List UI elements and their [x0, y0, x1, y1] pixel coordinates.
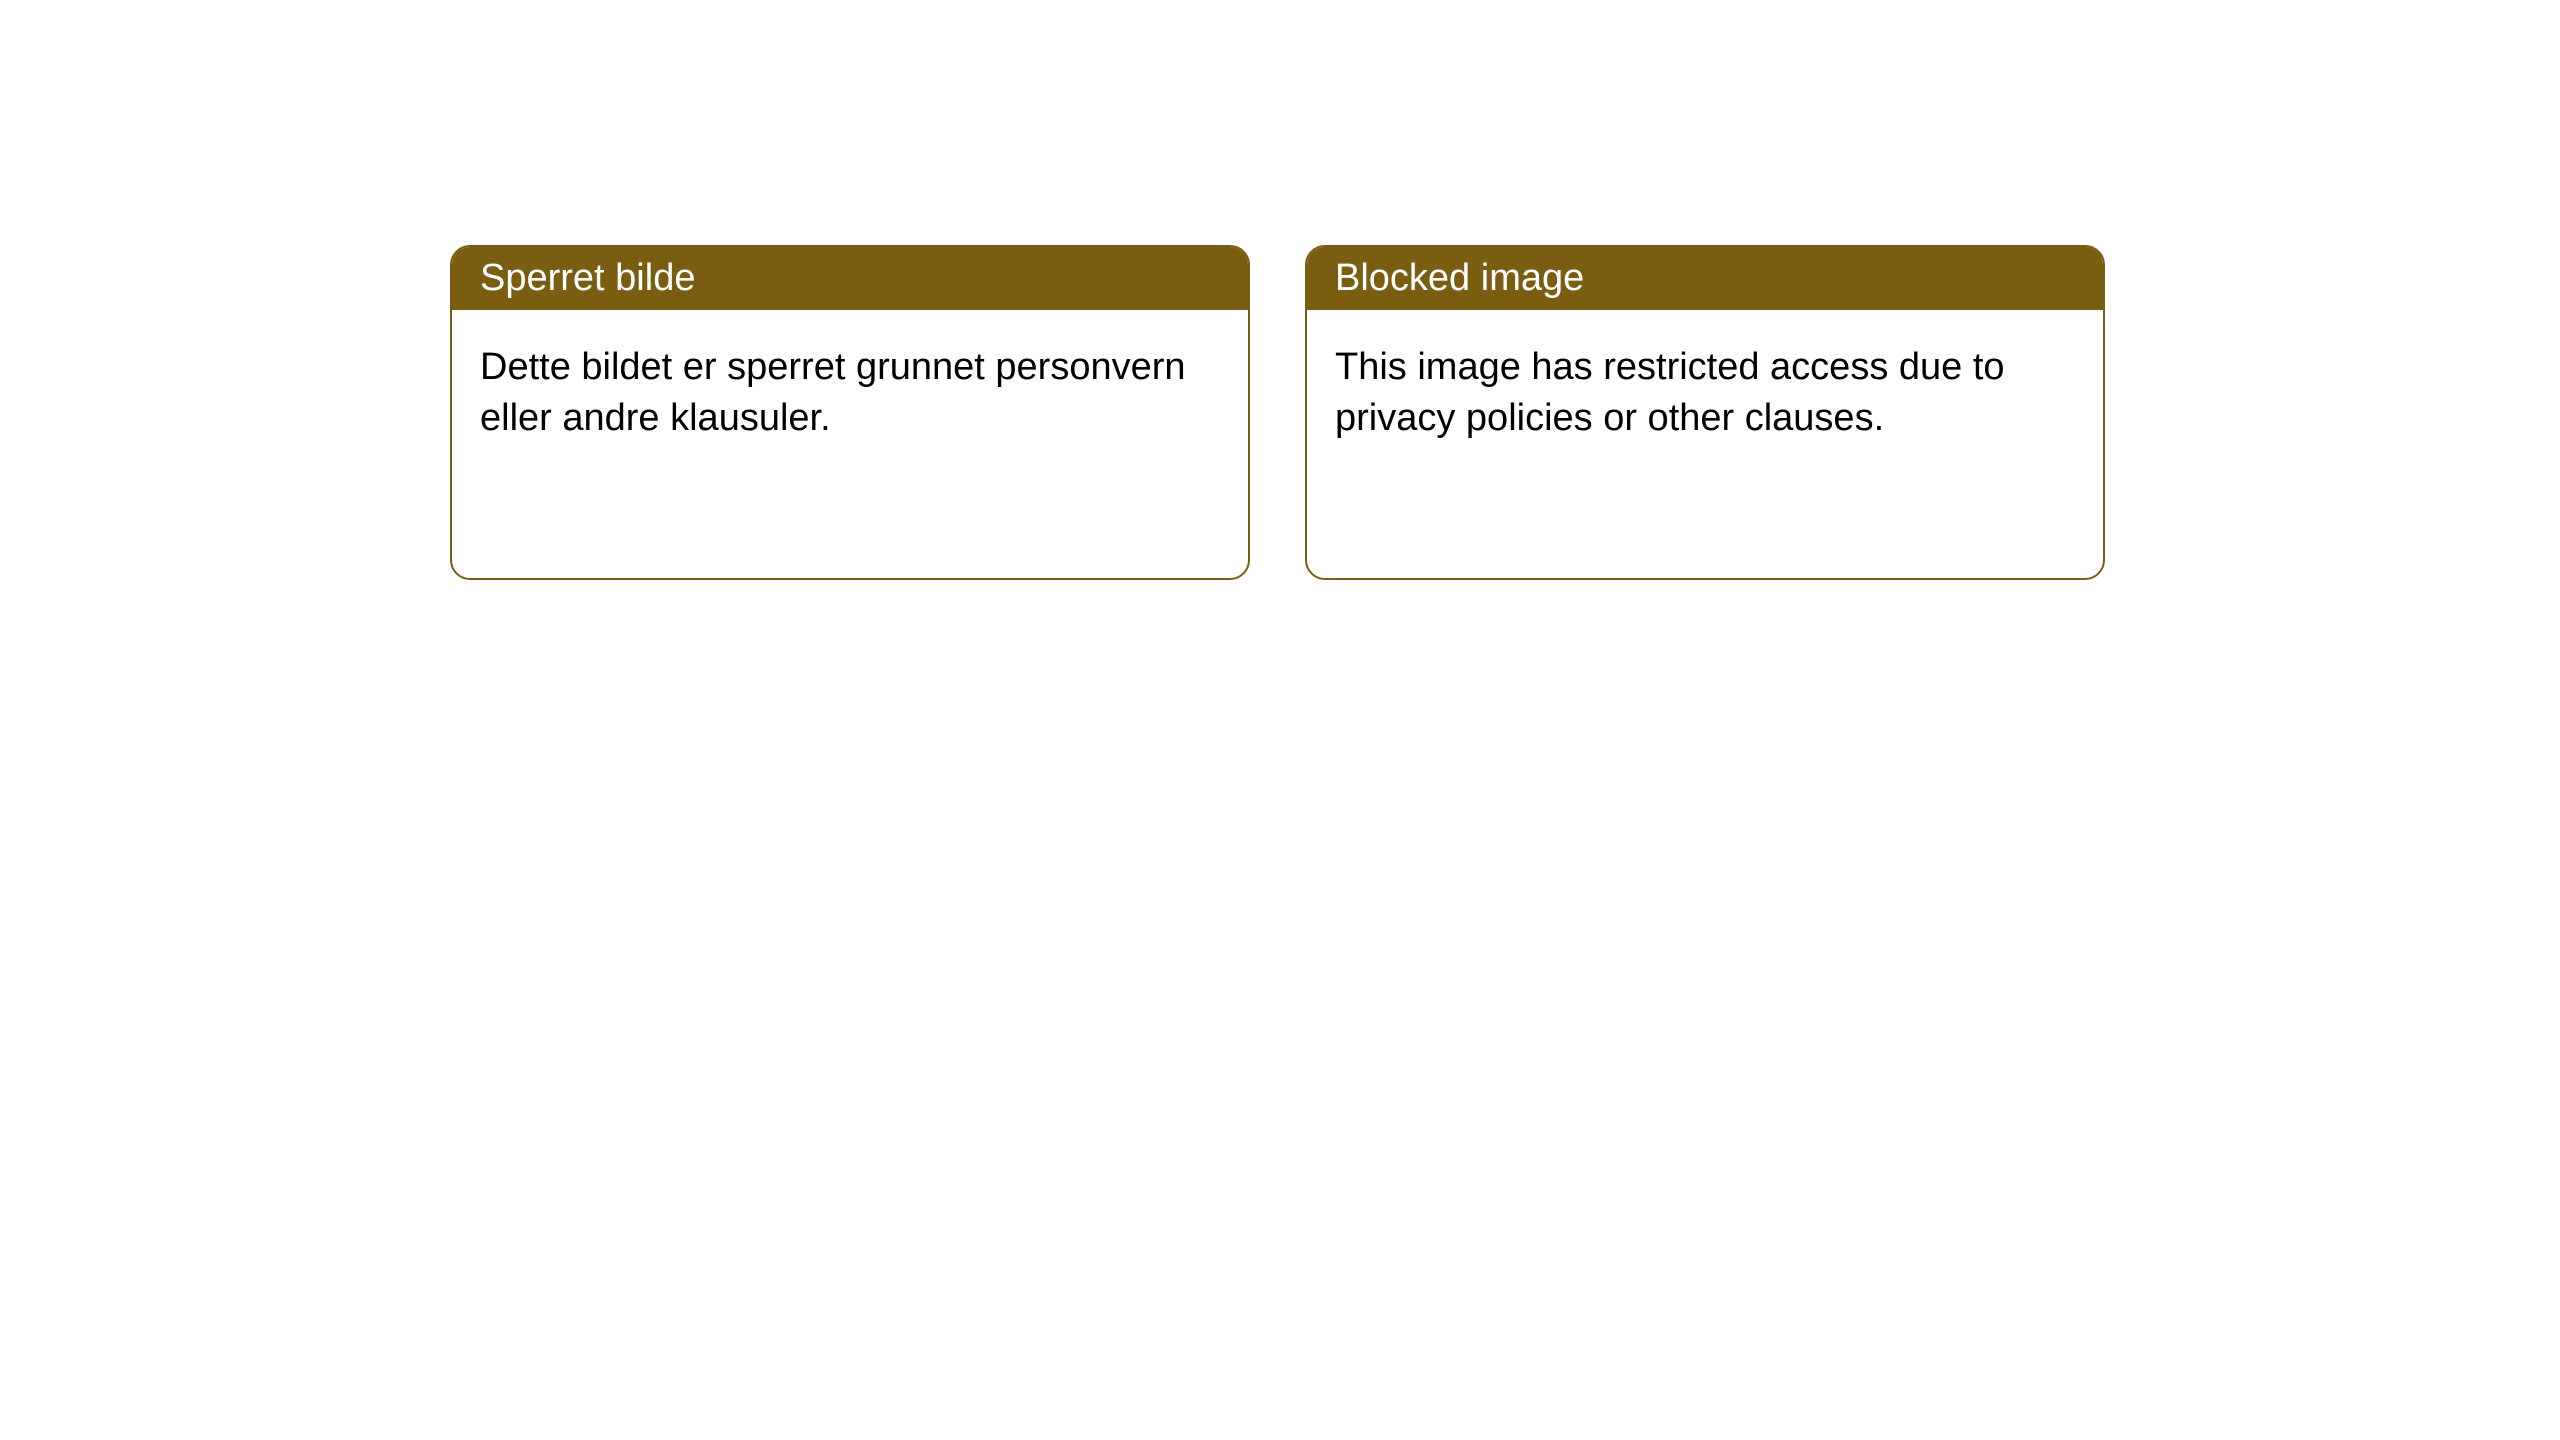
notice-card-english: Blocked image This image has restricted …: [1305, 245, 2105, 580]
card-body-text: This image has restricted access due to …: [1335, 346, 2005, 439]
card-title: Sperret bilde: [480, 257, 695, 299]
card-header: Blocked image: [1307, 247, 2103, 310]
notice-cards-container: Sperret bilde Dette bildet er sperret gr…: [450, 245, 2105, 580]
card-body: Dette bildet er sperret grunnet personve…: [452, 310, 1248, 477]
card-body-text: Dette bildet er sperret grunnet personve…: [480, 346, 1186, 439]
notice-card-norwegian: Sperret bilde Dette bildet er sperret gr…: [450, 245, 1250, 580]
card-title: Blocked image: [1335, 257, 1584, 299]
card-body: This image has restricted access due to …: [1307, 310, 2103, 477]
card-header: Sperret bilde: [452, 247, 1248, 310]
